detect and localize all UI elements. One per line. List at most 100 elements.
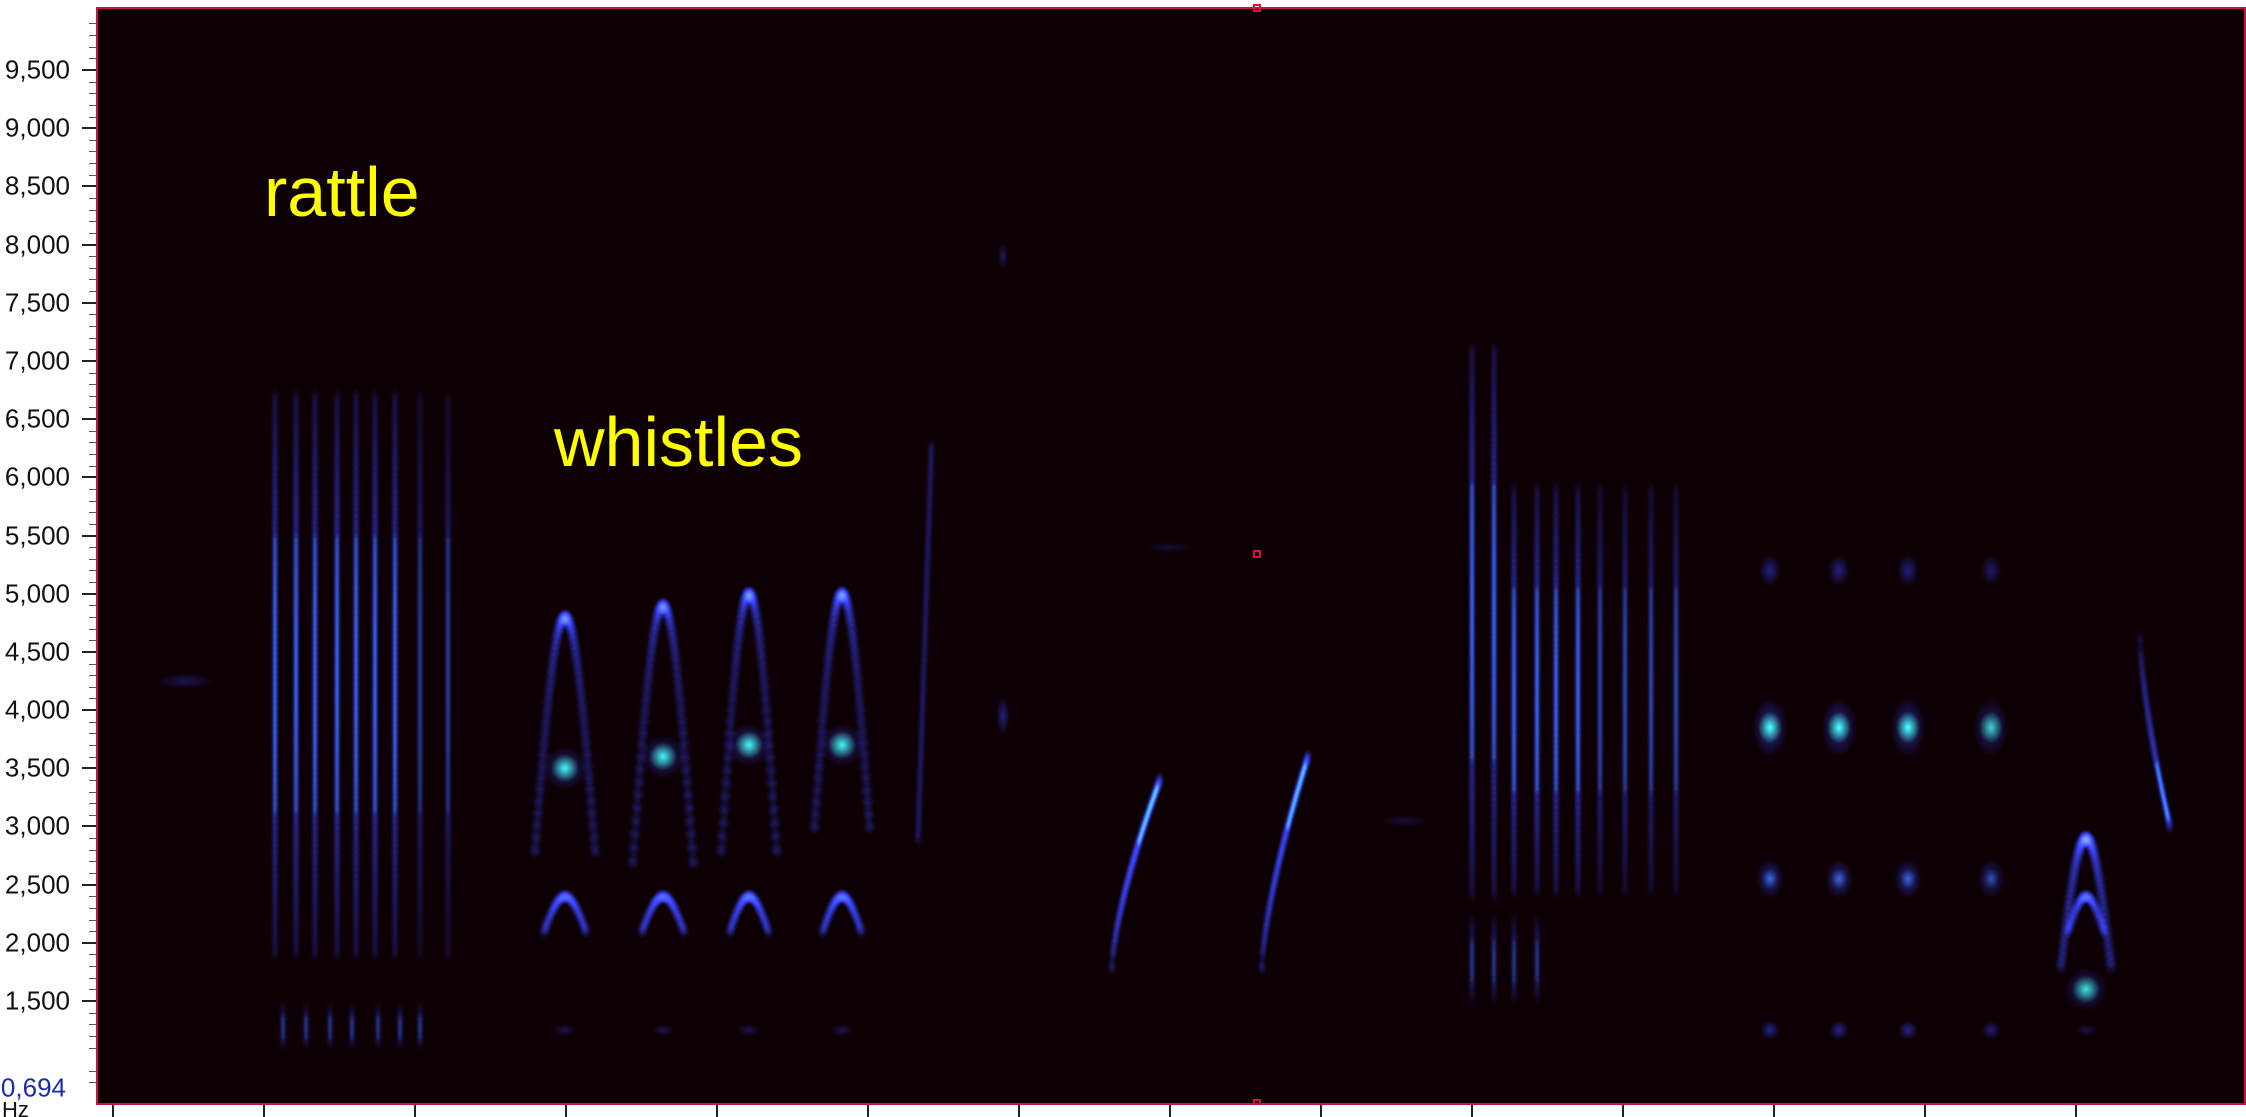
frequency-minor-tick <box>89 407 96 409</box>
frequency-minor-tick <box>89 872 96 874</box>
frequency-tick-label: 3,500 <box>4 752 70 783</box>
frequency-tick-label: 4,500 <box>4 636 70 667</box>
frequency-major-tick <box>82 592 96 595</box>
frequency-tick-label: 8,000 <box>4 229 70 260</box>
frequency-minor-tick <box>89 279 96 281</box>
frequency-minor-tick <box>89 46 96 48</box>
frequency-minor-tick <box>89 58 96 60</box>
frequency-major-tick <box>82 359 96 362</box>
frequency-minor-tick <box>89 35 96 37</box>
frequency-minor-tick <box>89 163 96 165</box>
frequency-major-tick <box>82 883 96 886</box>
frequency-minor-tick <box>89 116 96 118</box>
frequency-major-tick <box>82 243 96 246</box>
frequency-tick-label: 9,000 <box>4 112 70 143</box>
frequency-minor-tick <box>89 139 96 141</box>
frequency-minor-tick <box>89 931 96 933</box>
frequency-minor-tick <box>89 919 96 921</box>
frequency-major-tick <box>82 650 96 653</box>
frequency-minor-tick <box>89 605 96 607</box>
frequency-major-tick <box>82 825 96 828</box>
frequency-tick-label: 8,500 <box>4 170 70 201</box>
frequency-tick-label: 9,500 <box>4 54 70 85</box>
frequency-minor-tick <box>89 582 96 584</box>
frequency-minor-tick <box>89 372 96 374</box>
frequency-minor-tick <box>89 721 96 723</box>
frequency-tick-label: 6,000 <box>4 461 70 492</box>
selection-handle-top[interactable] <box>1253 4 1261 12</box>
frequency-minor-tick <box>89 698 96 700</box>
time-tick <box>1773 1105 1775 1117</box>
frequency-minor-tick <box>89 849 96 851</box>
frequency-unit-label: Hz <box>2 1102 29 1117</box>
frequency-minor-tick <box>89 256 96 258</box>
frequency-minor-tick <box>89 104 96 106</box>
time-tick <box>263 1105 265 1117</box>
frequency-tick-label: 5,000 <box>4 578 70 609</box>
frequency-minor-tick <box>89 570 96 572</box>
frequency-minor-tick <box>89 779 96 781</box>
frequency-minor-tick <box>89 616 96 618</box>
frequency-major-tick <box>82 476 96 479</box>
frequency-minor-tick <box>89 209 96 211</box>
time-tick <box>112 1105 114 1117</box>
frequency-minor-tick <box>89 547 96 549</box>
frequency-minor-tick <box>89 454 96 456</box>
frequency-minor-tick <box>89 232 96 234</box>
frequency-major-tick <box>82 127 96 130</box>
frequency-min-label: 0,694 <box>0 1072 66 1103</box>
frequency-minor-tick <box>89 1024 96 1026</box>
frequency-minor-tick <box>89 861 96 863</box>
frequency-axis: 9,500 9,000 8,500 8,000 7,500 7,000 6,500 6,000… <box>0 0 96 1117</box>
frequency-major-tick <box>82 301 96 304</box>
selection-handle-middle[interactable] <box>1253 550 1261 558</box>
time-tick <box>1471 1105 1473 1117</box>
time-tick <box>414 1105 416 1117</box>
frequency-minor-tick <box>89 686 96 688</box>
frequency-minor-tick <box>89 838 96 840</box>
frequency-minor-tick <box>89 81 96 83</box>
frequency-tick-label: 6,500 <box>4 403 70 434</box>
frequency-major-tick <box>82 185 96 188</box>
frequency-minor-tick <box>89 558 96 560</box>
frequency-minor-tick <box>89 291 96 293</box>
frequency-minor-tick <box>89 221 96 223</box>
spectrogram-view[interactable]: rattle whistles <box>96 4 2246 1107</box>
time-tick <box>716 1105 718 1117</box>
frequency-minor-tick <box>89 174 96 176</box>
frequency-tick-label: 4,000 <box>4 694 70 725</box>
frequency-minor-tick <box>89 326 96 328</box>
frequency-minor-tick <box>89 488 96 490</box>
whistles-annotation: whistles <box>554 403 803 481</box>
frequency-major-tick <box>82 418 96 421</box>
frequency-minor-tick <box>89 198 96 199</box>
frequency-minor-tick <box>89 966 96 968</box>
frequency-minor-tick <box>89 1012 96 1014</box>
frequency-minor-tick <box>89 733 96 735</box>
frequency-minor-tick <box>89 384 96 386</box>
frequency-minor-tick <box>89 512 96 514</box>
rattle-annotation: rattle <box>264 153 420 231</box>
time-tick <box>1622 1105 1624 1117</box>
frequency-minor-tick <box>89 1070 96 1072</box>
frequency-minor-tick <box>89 523 96 525</box>
frequency-minor-tick <box>89 93 96 95</box>
spectrogram-canvas[interactable] <box>98 9 2244 1103</box>
frequency-minor-tick <box>89 430 96 432</box>
frequency-major-tick <box>82 1000 96 1002</box>
frequency-minor-tick <box>89 465 96 467</box>
time-tick <box>1924 1105 1926 1117</box>
time-tick <box>1018 1105 1020 1117</box>
frequency-minor-tick <box>89 756 96 758</box>
frequency-minor-tick <box>89 907 96 909</box>
frequency-minor-tick <box>89 395 96 397</box>
frequency-tick-label: 2,500 <box>4 869 70 900</box>
frequency-minor-tick <box>89 337 96 339</box>
frequency-major-tick <box>82 941 96 944</box>
time-tick <box>565 1105 567 1117</box>
frequency-minor-tick <box>89 1035 96 1037</box>
frequency-minor-tick <box>89 628 96 630</box>
frequency-major-tick <box>82 534 96 537</box>
frequency-major-tick <box>82 709 96 712</box>
frequency-tick-label: 2,000 <box>4 927 70 958</box>
